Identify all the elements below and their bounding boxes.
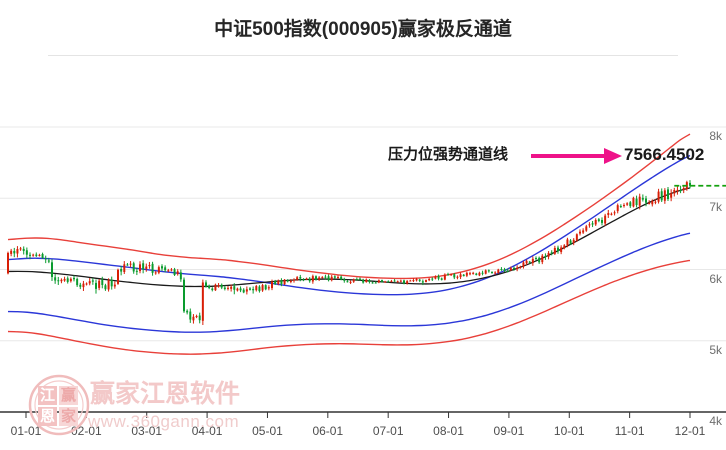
- title-divider: [48, 55, 678, 56]
- annotation-label: 压力位强势通道线: [388, 146, 509, 163]
- lower-support-weak-line: [7, 232, 691, 333]
- target-price-label: 7566.4502: [624, 145, 705, 164]
- x-axis-label: 10-01: [553, 424, 585, 438]
- y-axis-label: 4k: [709, 414, 722, 428]
- chart-canvas: [0, 126, 726, 418]
- y-axis-label: 6k: [709, 271, 722, 286]
- x-axis-label: 03-01: [131, 424, 163, 438]
- y-axis-label: 7k: [709, 200, 722, 215]
- upper-resistance-weak-line: [7, 154, 691, 296]
- upper-resistance-strong-line: [7, 133, 691, 280]
- x-axis-label: 02-01: [71, 424, 102, 438]
- page-title: 中证500指数(000905)赢家极反通道: [214, 19, 512, 40]
- x-axis-label: 05-01: [252, 424, 283, 438]
- chart-plot-area: [0, 55, 726, 418]
- center-axis-line: [7, 187, 691, 288]
- y-axis-label: 8k: [709, 129, 722, 143]
- title-bar: 中证500指数(000905)赢家极反通道: [0, 0, 726, 55]
- x-axis-label: 11-01: [614, 424, 645, 438]
- x-axis-label: 12-01: [674, 424, 706, 438]
- x-axis-label: 04-01: [191, 424, 223, 438]
- y-axis-label: 5k: [709, 342, 722, 357]
- x-axis-ticks: [25, 412, 691, 418]
- candlestick-series: [7, 180, 691, 326]
- gridlines: [0, 126, 726, 342]
- x-axis-label: 06-01: [312, 424, 344, 438]
- lower-support-strong-line: [7, 259, 691, 355]
- x-axis-label: 08-01: [433, 424, 464, 438]
- x-axis-label: 01-01: [10, 424, 42, 438]
- x-axis-label: 09-01: [493, 424, 525, 438]
- x-axis-label: 07-01: [372, 424, 404, 438]
